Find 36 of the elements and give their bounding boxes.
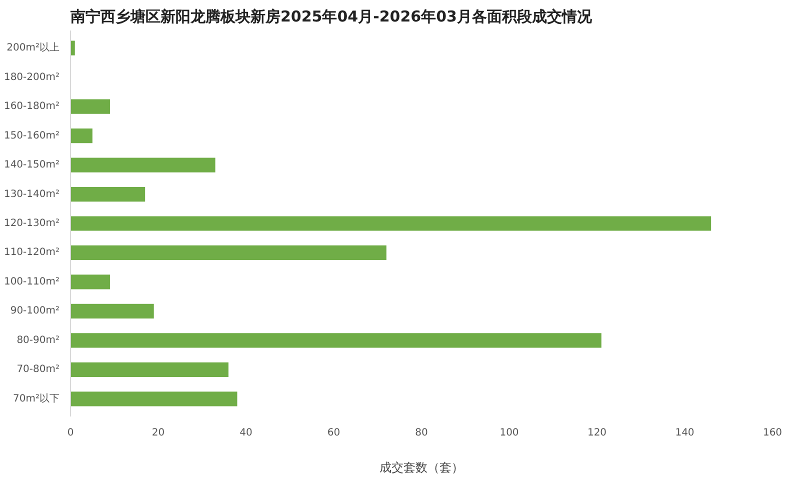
x-tick-label: 120: [587, 428, 607, 438]
y-tick-label: 90-100m²: [10, 306, 60, 317]
y-tick-label: 70-80m²: [16, 364, 60, 376]
y-tick-label: 180-200m²: [4, 72, 60, 83]
chart-title: 南宁西乡塘区新阳龙腾板块新房2025年04月-2026年03月各面积段成交情况: [70, 8, 593, 26]
x-tick-label: 60: [327, 428, 340, 438]
bar: [70, 362, 228, 378]
x-tick-label: 40: [240, 428, 252, 438]
y-tick-label: 200m²以上: [6, 42, 60, 54]
x-tick-label: 80: [415, 428, 428, 438]
bar: [70, 216, 712, 231]
bar: [70, 392, 238, 406]
y-tick-label: 140-150m²: [4, 160, 60, 171]
x-tick-label: 0: [67, 428, 74, 438]
y-tick-label: 130-140m²: [4, 188, 60, 200]
x-tick-label: 100: [500, 428, 519, 438]
bar: [70, 40, 75, 56]
bar: [70, 274, 110, 290]
y-tick-label: 160-180m²: [4, 101, 60, 112]
y-tick-label: 150-160m²: [4, 130, 60, 142]
y-tick-label: 80-90m²: [16, 334, 60, 346]
x-tick-label: 20: [152, 428, 165, 438]
bar: [70, 186, 146, 202]
bar: [70, 304, 154, 319]
x-tick-label: 140: [675, 428, 694, 438]
y-tick-label: 100-110m²: [4, 276, 60, 288]
y-tick-label: 110-120m²: [4, 247, 60, 258]
bar: [70, 245, 386, 260]
y-tick-label: 70m²以下: [13, 392, 60, 404]
x-axis-title: 成交套数（套）: [380, 460, 464, 474]
bar: [70, 158, 216, 172]
bar: [70, 333, 602, 348]
y-tick-label: 120-130m²: [4, 218, 60, 229]
x-tick-label: 160: [762, 428, 782, 438]
bar: [70, 128, 92, 144]
bar: [70, 99, 110, 114]
